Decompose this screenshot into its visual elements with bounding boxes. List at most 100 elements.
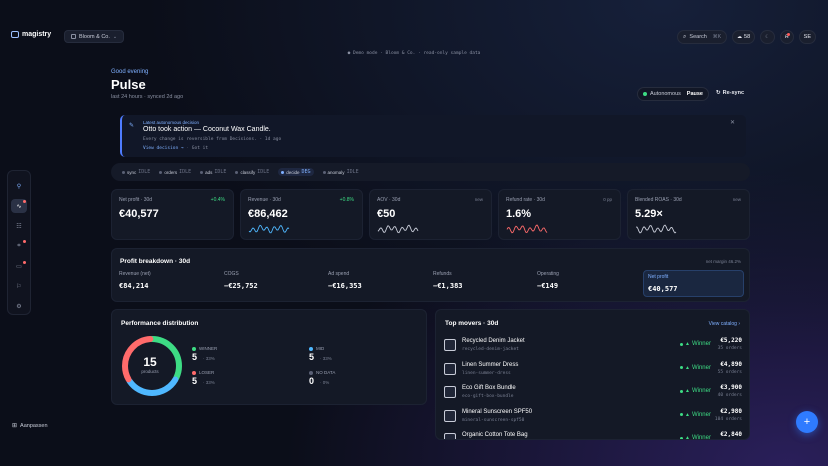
- legend-mid[interactable]: MID 5 · 33%: [309, 346, 332, 362]
- banner-prefix: Otto took action —: [143, 126, 203, 133]
- view-catalog-link[interactable]: View catalog ›: [708, 321, 740, 327]
- kpi-sparkline: [636, 224, 677, 234]
- pipeline-stage-orders[interactable]: orders IDLE: [159, 169, 191, 175]
- legend-count: 5: [192, 352, 198, 362]
- stage-state: IDLE: [179, 169, 192, 175]
- avatar[interactable]: SE: [798, 30, 816, 44]
- pause-button[interactable]: Pause: [686, 91, 703, 97]
- sidebar-item-pulse[interactable]: ∿: [11, 199, 27, 214]
- notifications-button[interactable]: ⍾: [779, 30, 794, 44]
- inbox-icon: ▭: [16, 264, 22, 271]
- stage-name: decide: [286, 169, 300, 175]
- pipeline-stage-anomaly[interactable]: anomaly IDLE: [322, 169, 359, 175]
- credits-chip[interactable]: ☁ 58: [732, 30, 756, 44]
- demo-mode-note: ● Demo mode · Bloom & Co. · read-only sa…: [347, 51, 481, 56]
- kpi-card[interactable]: Blended ROAS · 30d 5.29× new: [627, 189, 750, 240]
- badge-dot: [680, 366, 683, 369]
- product-name: Recycled Denim Jacket: [462, 338, 525, 344]
- kpi-sparkline: [248, 224, 290, 234]
- sidebar-item-catalog[interactable]: ☷: [11, 219, 27, 233]
- stage-state: IDLE: [257, 169, 270, 175]
- kpi-delta: new: [732, 197, 741, 202]
- status-dot: [643, 92, 647, 96]
- stage-dot: [200, 170, 204, 174]
- kpi-sparkline: [506, 224, 548, 234]
- legend-pct: · 33%: [320, 356, 332, 361]
- badge-dot: [680, 413, 683, 416]
- breakdown-label: COGS: [224, 271, 239, 277]
- greeting: Good evening: [111, 69, 149, 75]
- theme-toggle[interactable]: ☾: [760, 30, 775, 44]
- badge-dot: [680, 342, 683, 346]
- separator: ·: [186, 146, 192, 151]
- search-button[interactable]: ⌕ Search ⌘K: [677, 30, 728, 44]
- org-switcher[interactable]: Bloom & Co. ⌄: [64, 30, 125, 43]
- dismiss-link[interactable]: Got it: [191, 146, 209, 151]
- kpi-card[interactable]: Revenue · 30d €86,462 +0.8%: [240, 189, 363, 240]
- kpi-card[interactable]: AOV · 30d €50 new: [369, 189, 492, 240]
- credits-icon: ☁: [737, 34, 743, 40]
- sidebar-item-decisions[interactable]: ⌗: [11, 239, 27, 253]
- legend-winner[interactable]: WINNER 5 · 33%: [192, 346, 217, 362]
- kpi-delta: 0 pp: [603, 197, 612, 202]
- kpi-sparkline: [377, 224, 419, 234]
- view-decision-link[interactable]: View decision →: [143, 146, 184, 151]
- breakdown-value: €40,577: [648, 285, 678, 293]
- kpi-delta: +0.4%: [210, 197, 225, 203]
- brand-logo[interactable]: magistry: [11, 31, 51, 38]
- mover-row[interactable]: Recycled Denim Jacket recycled-denim-jack…: [444, 336, 742, 356]
- mover-row[interactable]: Eco Gift Box Bundle eco-gift-box-bundle ▲ W…: [444, 383, 742, 403]
- close-icon[interactable]: ✕: [729, 120, 735, 126]
- kpi-card[interactable]: Refund rate · 30d 1.6% 0 pp: [498, 189, 621, 240]
- mover-row[interactable]: Organic Cotton Tote Bag ▲ Winner €2,840: [444, 430, 742, 439]
- legend-no-data[interactable]: NO DATA 0 · 0%: [309, 370, 335, 386]
- kpi-card[interactable]: Net profit · 30d €40,577 +0.4%: [111, 189, 234, 240]
- pipeline-stage-decide[interactable]: decide DEG: [278, 168, 314, 176]
- breakdown-title: Profit breakdown · 30d: [120, 258, 191, 265]
- legend-pct: · 33%: [203, 356, 215, 361]
- badge-label: Winner: [691, 341, 711, 347]
- profit-breakdown-card: Profit breakdown · 30d net margin 46.2% …: [111, 248, 750, 302]
- sidebar-item-settings[interactable]: ⚙: [11, 300, 27, 314]
- breakdown-item: COGS −€25,752: [224, 271, 258, 290]
- kpi-label: Refund rate · 30d: [506, 197, 545, 203]
- chevron-down-icon: ⌄: [112, 33, 118, 40]
- product-revenue: €2,980: [720, 407, 742, 415]
- stage-state: IDLE: [138, 169, 151, 175]
- product-image-icon: [444, 433, 456, 439]
- legend-name: NO DATA: [316, 370, 336, 375]
- breakdown-item: Revenue (net) €84,214: [119, 271, 151, 290]
- kpi-label: Blended ROAS · 30d: [635, 197, 682, 203]
- avatar-initials: SE: [803, 34, 811, 40]
- donut-segment-loser: [122, 336, 182, 396]
- banner-tag: Latest autonomous decision: [143, 120, 200, 125]
- mover-row[interactable]: Linen Summer Dress linen-summer-dress ▲ Win…: [444, 360, 742, 380]
- sidebar-item-inbox[interactable]: ▭: [11, 260, 27, 274]
- legend-pct-value: 33%: [205, 380, 215, 385]
- add-button[interactable]: +: [796, 411, 818, 433]
- stage-name: classify: [240, 169, 256, 175]
- mover-row[interactable]: Mineral Sunscreen SPF50 mineral-sunscreen…: [444, 407, 742, 427]
- resync-button[interactable]: ↻ Re-sync: [716, 90, 744, 96]
- legend-loser[interactable]: LOSER 5 · 33%: [192, 370, 215, 386]
- sidebar-item-insights[interactable]: ⚐: [11, 280, 27, 294]
- breakdown-label: Refunds: [433, 271, 452, 277]
- stage-name: sync: [127, 169, 137, 175]
- grid-icon: ☷: [16, 223, 22, 230]
- customize-label: Aanpassen: [20, 422, 48, 429]
- pipeline-stage-ads[interactable]: ads IDLE: [200, 169, 226, 175]
- bell-icon: ⍾: [784, 33, 789, 40]
- legend-name: WINNER: [199, 346, 218, 351]
- product-image-icon: [444, 409, 456, 422]
- product-slug: eco-gift-box-bundle: [462, 394, 514, 399]
- performance-card: Performance distribution WINNER 5 · 33% LOS…: [111, 309, 427, 405]
- pipeline-stage-classify[interactable]: classify IDLE: [235, 169, 269, 175]
- breakdown-value: −€149: [537, 282, 559, 290]
- status-badge: ▲ Winner: [680, 412, 711, 418]
- customize-button[interactable]: ⊞ Aanpassen: [12, 422, 48, 430]
- sidebar-item-link[interactable]: ⚲: [11, 179, 27, 193]
- legend-name: MID: [316, 346, 325, 351]
- pipeline-stage-sync[interactable]: sync IDLE: [122, 169, 150, 175]
- sidebar-badge: [23, 260, 26, 264]
- bulb-icon: ⚐: [16, 284, 22, 291]
